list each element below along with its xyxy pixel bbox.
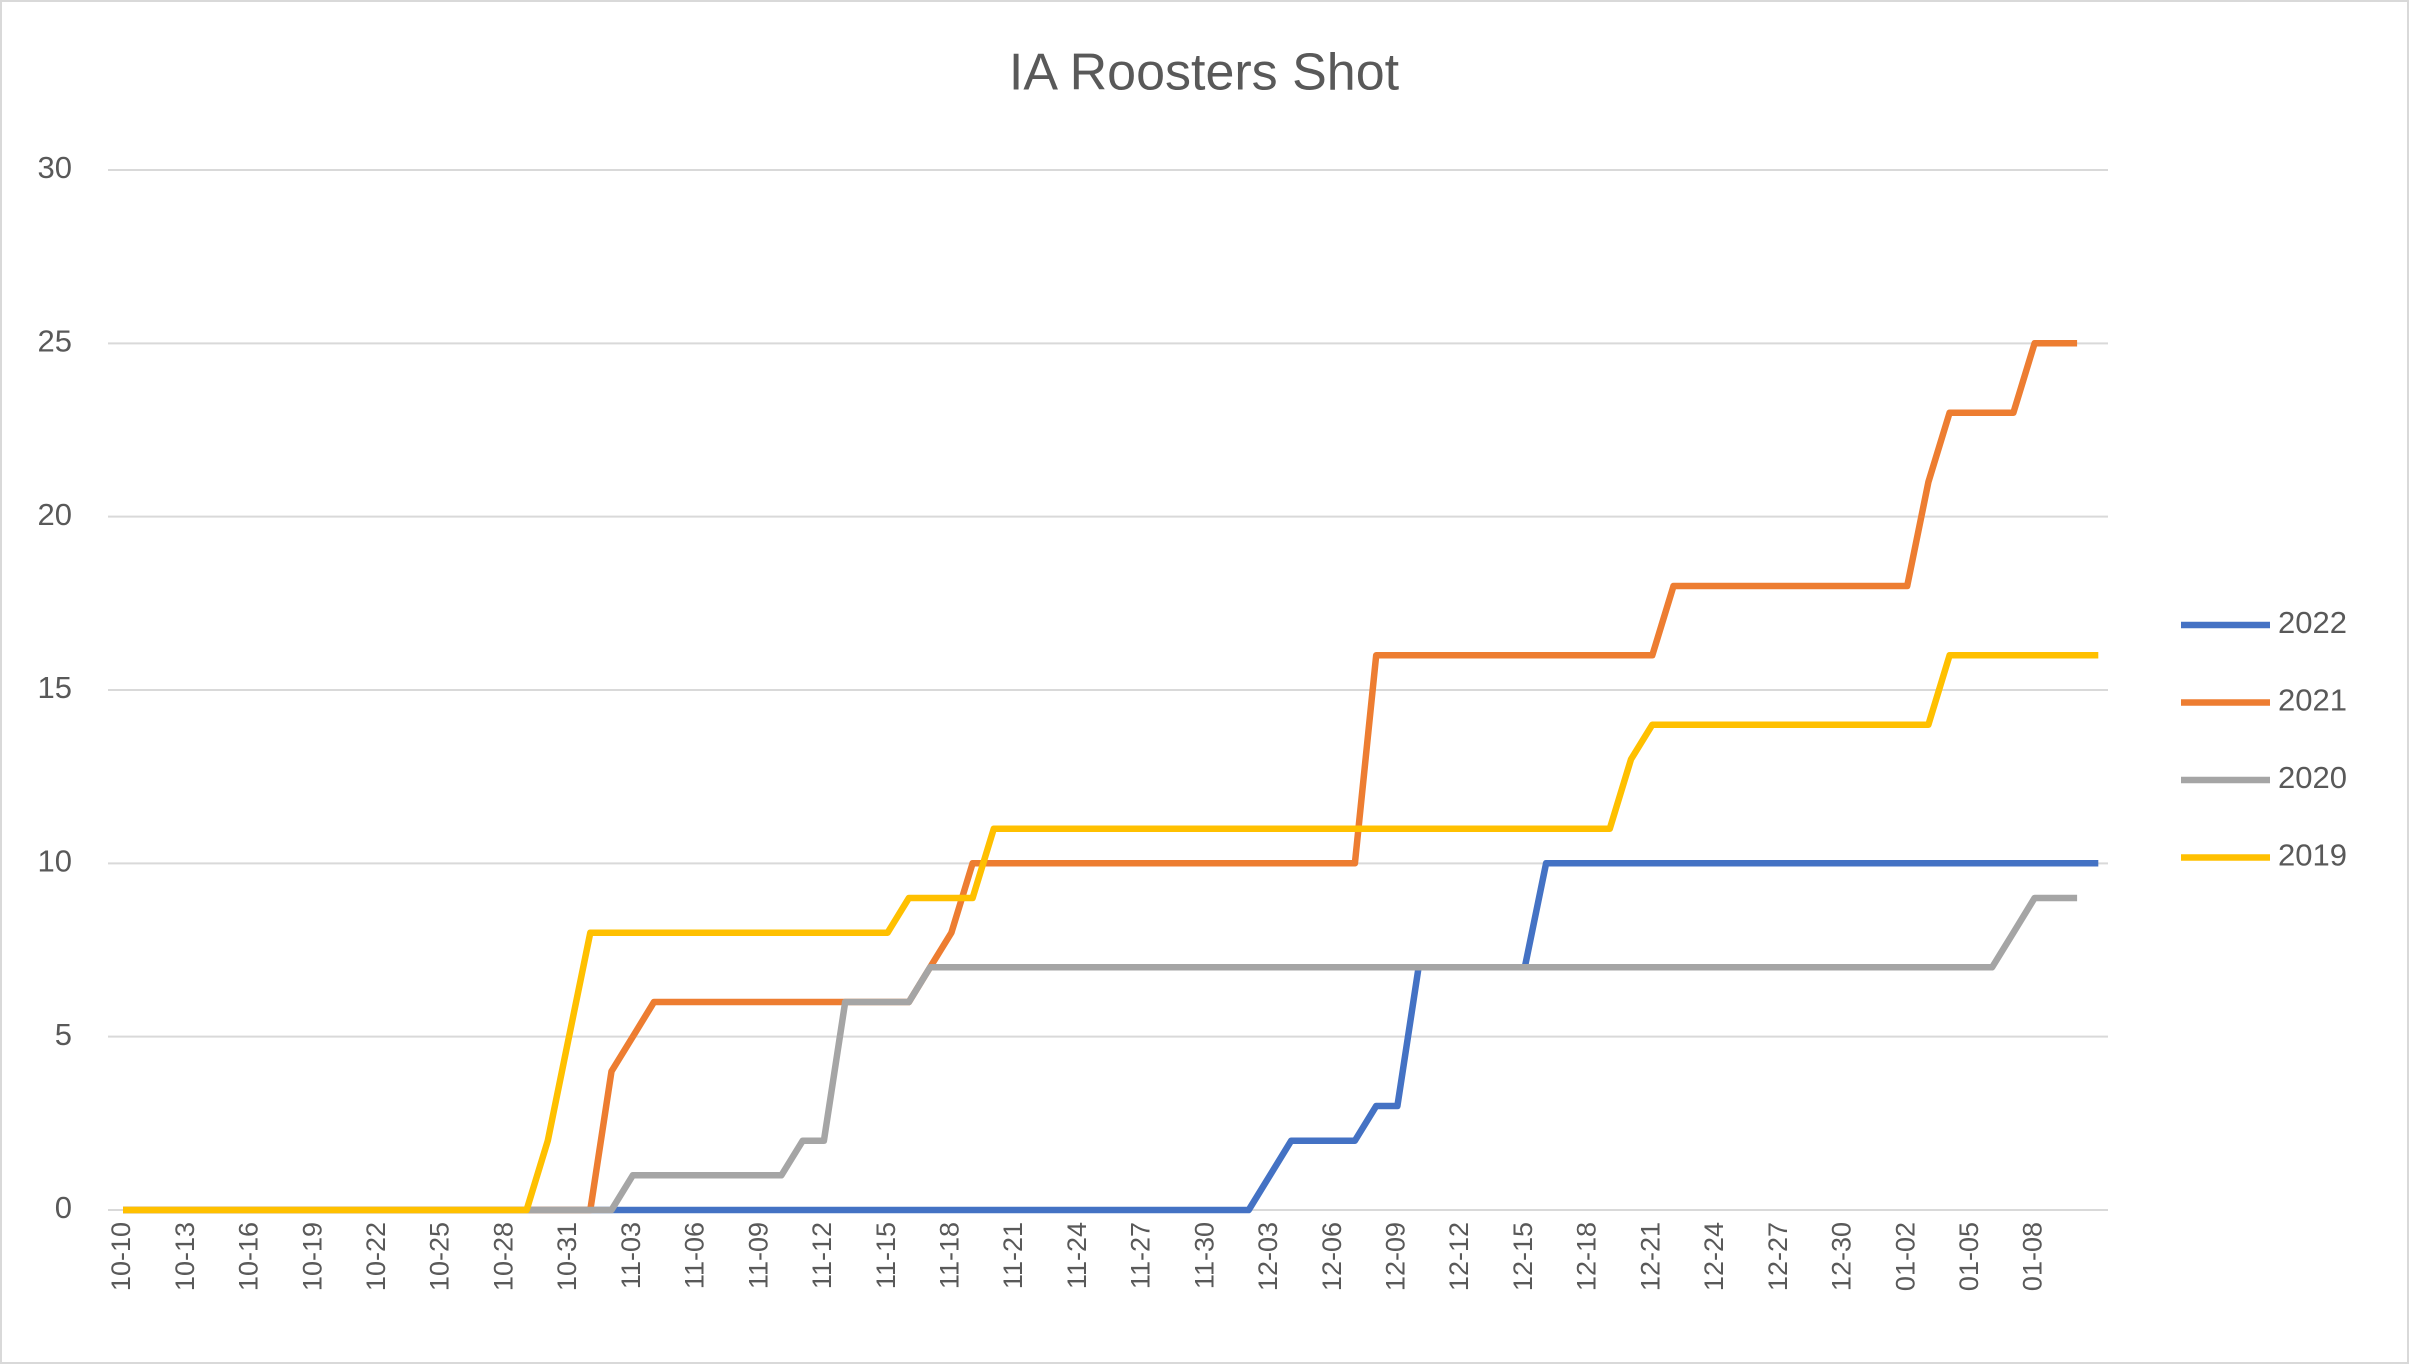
y-tick-label: 15	[38, 670, 72, 705]
y-tick-label: 10	[38, 844, 72, 879]
x-tick-label: 11-15	[871, 1222, 901, 1289]
y-tick-label: 5	[55, 1017, 72, 1052]
x-tick-label: 12-09	[1381, 1222, 1411, 1291]
x-tick-label: 01-08	[2018, 1222, 2048, 1291]
x-tick-label: 10-25	[425, 1222, 455, 1291]
y-tick-label: 30	[38, 150, 72, 185]
x-tick-label: 11-24	[1062, 1222, 1092, 1289]
x-tick-label: 12-24	[1699, 1222, 1729, 1291]
x-tick-label: 12-12	[1444, 1222, 1474, 1291]
x-tick-label: 11-06	[680, 1222, 710, 1289]
y-tick-label: 20	[38, 497, 72, 532]
legend-label: 2019	[2278, 838, 2347, 873]
x-tick-label: 12-27	[1763, 1222, 1793, 1291]
x-tick-label: 11-03	[616, 1222, 646, 1289]
x-tick-label: 10-28	[488, 1222, 518, 1291]
x-tick-label: 10-16	[234, 1222, 264, 1291]
chart-title: IA Roosters Shot	[1009, 44, 1400, 102]
legend-label: 2022	[2278, 605, 2347, 640]
x-tick-label: 10-22	[361, 1222, 391, 1291]
legend-label: 2020	[2278, 760, 2347, 795]
x-tick-label: 10-13	[170, 1222, 200, 1291]
x-tick-label: 11-12	[807, 1222, 837, 1289]
x-tick-label: 11-30	[1189, 1222, 1219, 1289]
y-tick-label: 25	[38, 324, 72, 359]
x-tick-label: 11-09	[743, 1222, 773, 1289]
x-tick-label: 10-31	[552, 1222, 582, 1291]
x-tick-label: 12-06	[1317, 1222, 1347, 1291]
series-line	[123, 652, 2099, 1214]
x-tick-label: 11-27	[1126, 1222, 1156, 1289]
x-tick-label: 12-18	[1572, 1222, 1602, 1291]
x-tick-label: 10-19	[297, 1222, 327, 1291]
x-tick-label: 12-21	[1635, 1222, 1665, 1291]
x-tick-label: 10-10	[106, 1222, 136, 1291]
x-tick-label: 11-21	[998, 1222, 1028, 1289]
y-tick-label: 0	[55, 1190, 72, 1225]
x-tick-label: 12-30	[1827, 1222, 1857, 1291]
x-tick-label: 12-03	[1253, 1222, 1283, 1291]
x-tick-label: 01-05	[1954, 1222, 1984, 1291]
x-tick-label: 12-15	[1508, 1222, 1538, 1291]
legend-label: 2021	[2278, 683, 2347, 718]
x-tick-label: 11-18	[934, 1222, 964, 1289]
x-tick-label: 01-02	[1890, 1222, 1920, 1291]
